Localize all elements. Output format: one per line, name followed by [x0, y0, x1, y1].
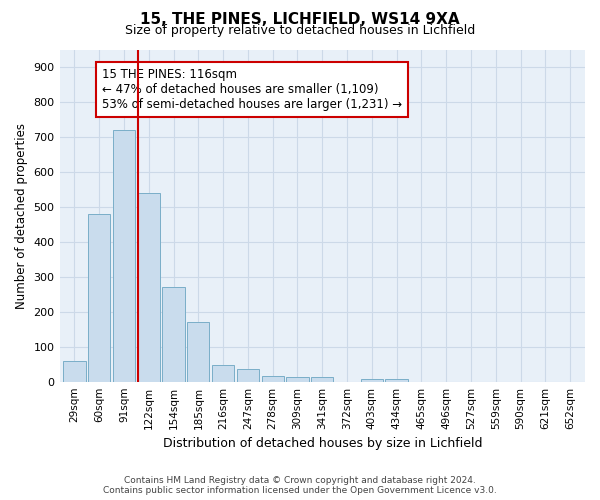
Text: 15 THE PINES: 116sqm
← 47% of detached houses are smaller (1,109)
53% of semi-de: 15 THE PINES: 116sqm ← 47% of detached h… [101, 68, 402, 111]
X-axis label: Distribution of detached houses by size in Lichfield: Distribution of detached houses by size … [163, 437, 482, 450]
Text: Size of property relative to detached houses in Lichfield: Size of property relative to detached ho… [125, 24, 475, 37]
Bar [385, 379, 408, 382]
Bar [262, 376, 284, 382]
Bar [311, 377, 334, 382]
Bar [286, 377, 308, 382]
Text: Contains HM Land Registry data © Crown copyright and database right 2024.
Contai: Contains HM Land Registry data © Crown c… [103, 476, 497, 495]
Bar [212, 366, 234, 382]
Bar [137, 193, 160, 382]
Bar [163, 288, 185, 382]
Bar [113, 130, 135, 382]
Bar [237, 370, 259, 382]
Bar [63, 360, 86, 382]
Bar [361, 379, 383, 382]
Bar [88, 214, 110, 382]
Y-axis label: Number of detached properties: Number of detached properties [15, 123, 28, 309]
Text: 15, THE PINES, LICHFIELD, WS14 9XA: 15, THE PINES, LICHFIELD, WS14 9XA [140, 12, 460, 28]
Bar [187, 322, 209, 382]
